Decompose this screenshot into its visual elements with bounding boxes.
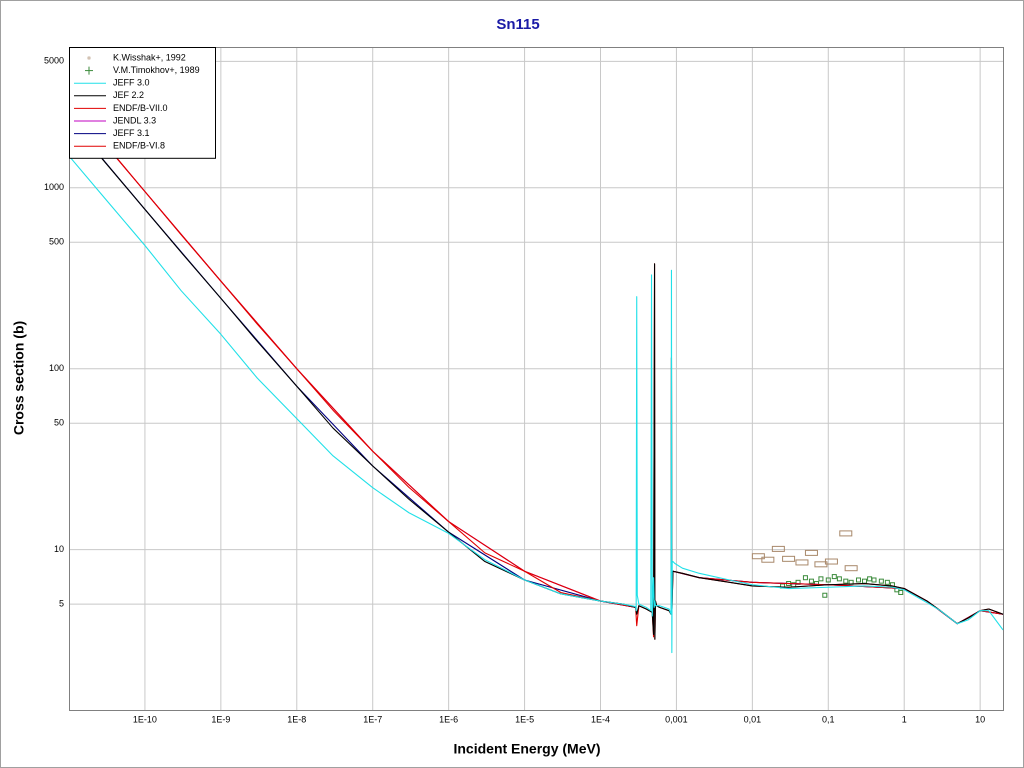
legend-label: ENDF/B-VII.0 [113,103,168,113]
legend-label: JEFF 3.1 [113,128,150,138]
series-line [69,118,1003,640]
y-tick-label: 5 [59,599,64,609]
x-tick-label: 1 [902,714,907,724]
legend-label: ENDF/B-VI.8 [113,141,165,151]
legend-icon [87,56,91,60]
data-point [856,577,862,583]
legend-label: JEFF 3.0 [113,78,150,88]
legend-label: JENDL 3.3 [113,115,156,125]
data-point [761,556,775,563]
data-point [804,549,818,556]
legend-label: JEF 2.2 [113,90,144,100]
data-point [839,530,853,537]
data-point [751,553,765,560]
data-point [795,559,809,566]
x-tick-label: 10 [975,714,985,724]
data-point [843,578,849,584]
x-tick-label: 1E-8 [287,714,306,724]
data-point [836,576,842,582]
plot-area [69,101,1003,654]
data-point [844,565,858,572]
chart-title: Sn115 [496,16,539,33]
y-tick-label: 10 [54,544,64,554]
x-tick-label: 1E-9 [211,714,230,724]
series-line [69,155,1003,654]
data-point [822,592,828,598]
x-tick-label: 1E-10 [133,714,157,724]
y-tick-label: 500 [49,237,64,247]
legend-label: V.M.Timokhov+, 1989 [113,65,200,75]
y-tick-label: 1000 [44,182,64,192]
data-point [802,575,808,581]
legend-box [69,47,216,159]
legend-label: K.Wisshak+, 1992 [113,52,186,62]
data-point [771,545,785,552]
legend: K.Wisshak+, 1992 V.M.Timokhov+, 1989 JEFF … [69,47,216,159]
data-point [898,589,904,595]
x-tick-label: 0,001 [665,714,688,724]
x-tick-label: 1E-6 [439,714,458,724]
data-point [884,579,890,585]
x-tick-label: 1E-7 [363,714,382,724]
y-axis-label: Cross section (b) [11,321,27,435]
data-point [871,577,877,583]
x-tick-label: 0,01 [744,714,762,724]
y-tick-label: 100 [49,363,64,373]
y-tick-label: 5000 [44,56,64,66]
y-tick-label: 50 [54,418,64,428]
data-point [824,558,838,565]
x-tick-label: 0,1 [822,714,835,724]
data-point [818,576,824,582]
data-point [825,577,831,583]
x-axis-label: Incident Energy (MeV) [453,741,600,757]
x-tick-label: 1E-4 [591,714,610,724]
x-tick-label: 1E-5 [515,714,534,724]
grid [69,47,1003,710]
data-point [782,555,796,562]
data-point [878,578,884,584]
data-point [831,574,837,580]
plot-frame [69,47,1004,711]
data-point [808,578,814,584]
